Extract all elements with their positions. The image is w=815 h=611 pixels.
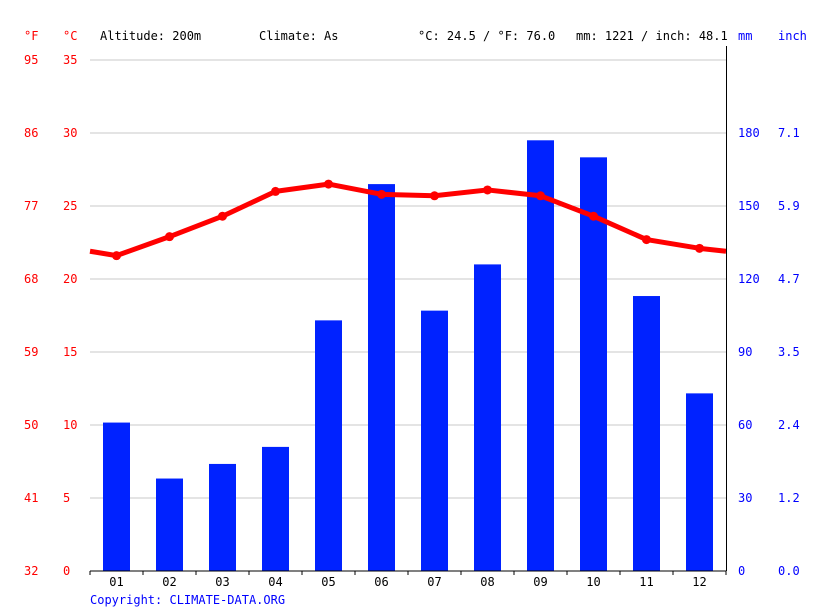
temperature-point-10 [589, 211, 598, 221]
month-tick-label: 11 [639, 575, 653, 589]
month-tick-label: 10 [586, 575, 600, 589]
inch-unit-label: inch [778, 29, 807, 43]
precipitation-bar-08 [474, 264, 501, 571]
temperature-point-09 [536, 191, 545, 201]
precipitation-bars [103, 140, 713, 572]
precipitation-bar-01 [103, 422, 130, 571]
mm-tick-label: 180 [738, 126, 760, 140]
fahrenheit-tick-label: 50 [24, 418, 38, 432]
mm-unit-label: mm [738, 29, 752, 43]
temperature-point-11 [642, 235, 651, 245]
precipitation-bar-07 [421, 310, 448, 571]
celsius-tick-label: 10 [63, 418, 77, 432]
climate-label: Climate: As [259, 29, 338, 43]
mm-tick-label: 0 [738, 564, 745, 578]
mm-tick-label: 120 [738, 272, 760, 286]
temperature-point-03 [218, 211, 227, 221]
mm-tick-label: 60 [738, 418, 752, 432]
copyright-label: Copyright: CLIMATE-DATA.ORG [90, 593, 285, 607]
fahrenheit-tick-label: 32 [24, 564, 38, 578]
fahrenheit-tick-label: 41 [24, 491, 38, 505]
precipitation-bar-10 [580, 157, 607, 572]
gridlines [90, 59, 726, 499]
mm-tick-label: 90 [738, 345, 752, 359]
inch-tick-label: 3.5 [778, 345, 800, 359]
temperature-point-05 [324, 179, 333, 189]
temperature-point-02 [165, 232, 174, 242]
right-axis-ticks: 0 0.0 30 1.2 60 2.4 90 3.5 120 4.7 150 5.9 180 7.1 [738, 126, 800, 578]
celsius-tick-label: 30 [63, 126, 77, 140]
mm-tick-label: 30 [738, 491, 752, 505]
month-tick-label: 12 [692, 575, 706, 589]
celsius-tick-label: 35 [63, 53, 77, 67]
temperature-point-06 [377, 189, 386, 199]
precipitation-bar-02 [156, 478, 183, 571]
month-tick-label: 01 [109, 575, 123, 589]
precipitation-bar-04 [262, 446, 289, 571]
month-tick-label: 09 [533, 575, 547, 589]
inch-tick-label: 4.7 [778, 272, 800, 286]
celsius-tick-label: 25 [63, 199, 77, 213]
total-precipitation-label: mm: 1221 / inch: 48.1 [576, 29, 728, 43]
inch-tick-label: 5.9 [778, 199, 800, 213]
mm-tick-label: 150 [738, 199, 760, 213]
fahrenheit-tick-label: 86 [24, 126, 38, 140]
fahrenheit-tick-label: 95 [24, 53, 38, 67]
altitude-label: Altitude: 200m [100, 29, 201, 43]
inch-tick-label: 7.1 [778, 126, 800, 140]
month-tick-label: 05 [321, 575, 335, 589]
precipitation-bar-03 [209, 463, 236, 571]
temperature-point-01 [112, 251, 121, 261]
precipitation-bar-11 [633, 296, 660, 571]
month-tick-label: 03 [215, 575, 229, 589]
precipitation-bar-09 [527, 140, 554, 572]
temperature-point-07 [430, 191, 439, 201]
fahrenheit-tick-label: 77 [24, 199, 38, 213]
celsius-tick-label: 15 [63, 345, 77, 359]
left-axis-ticks: 0 32 5 41 10 50 15 59 20 68 25 77 30 86 35 95 [24, 53, 77, 578]
month-tick-label: 08 [480, 575, 494, 589]
fahrenheit-tick-label: 59 [24, 345, 38, 359]
temperature-point-04 [271, 186, 280, 196]
month-tick-label: 02 [162, 575, 176, 589]
celsius-unit-label: °C [63, 29, 77, 43]
precipitation-bar-12 [686, 393, 713, 571]
fahrenheit-tick-label: 68 [24, 272, 38, 286]
month-tick-label: 07 [427, 575, 441, 589]
temperature-point-12 [695, 243, 704, 253]
average-temperature-label: °C: 24.5 / °F: 76.0 [418, 29, 555, 43]
inch-tick-label: 0.0 [778, 564, 800, 578]
inch-tick-label: 1.2 [778, 491, 800, 505]
celsius-tick-label: 5 [63, 491, 70, 505]
precipitation-bar-05 [315, 320, 342, 571]
temperature-point-08 [483, 185, 492, 195]
x-axis: 01 02 03 04 05 06 07 08 09 10 11 12 [89, 46, 727, 589]
precipitation-bar-06 [368, 184, 395, 571]
fahrenheit-unit-label: °F [24, 29, 38, 43]
celsius-tick-label: 20 [63, 272, 77, 286]
month-tick-label: 04 [268, 575, 282, 589]
temperature-line [89, 181, 727, 259]
month-tick-label: 06 [374, 575, 388, 589]
temperature-line-group [89, 179, 727, 261]
inch-tick-label: 2.4 [778, 418, 800, 432]
celsius-tick-label: 0 [63, 564, 70, 578]
